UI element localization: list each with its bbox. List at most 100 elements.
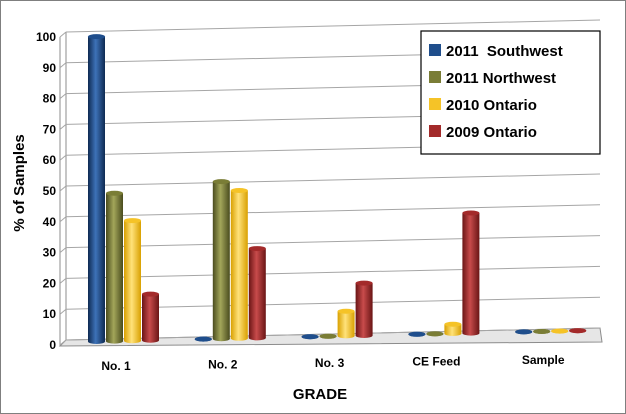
bar-body [355, 283, 373, 336]
y-tick-label: 20 [43, 276, 57, 290]
bar-top [194, 336, 212, 342]
gridline-depth [59, 124, 67, 130]
bar-body [88, 36, 105, 342]
bar-base [444, 330, 462, 336]
bar-body [142, 294, 159, 341]
bar-top [106, 190, 123, 196]
gridline-depth [59, 216, 67, 223]
gridline [65, 265, 601, 279]
gridline-depth [59, 308, 67, 315]
bar-body [462, 212, 480, 334]
legend-label: 2009 Ontario [446, 124, 537, 141]
bar-top [462, 210, 480, 216]
bar-base [230, 335, 248, 341]
bar-body [212, 181, 230, 339]
y-tick-label: 70 [43, 122, 57, 136]
bar-base [248, 335, 266, 341]
bar-top [569, 328, 587, 334]
y-tick-label: 60 [43, 153, 57, 167]
bar-top [408, 331, 426, 337]
bar-body [230, 190, 248, 339]
x-category-label: No. 3 [315, 356, 345, 370]
y-tick-label: 40 [43, 215, 57, 229]
y-tick-label: 50 [43, 184, 57, 198]
x-category-label: CE Feed [412, 355, 460, 369]
bar-body [444, 324, 462, 334]
bar-base [106, 338, 123, 344]
bar [426, 331, 444, 337]
bar [533, 329, 551, 335]
x-category-label: No. 1 [101, 359, 131, 373]
gridline-depth [59, 93, 67, 99]
gridline [65, 204, 601, 218]
bar [569, 328, 587, 334]
bar [248, 246, 266, 341]
legend: 2011 Southwest 2011 Northwest 2010 Ontario… [420, 30, 601, 155]
bar-top [444, 321, 462, 327]
bar-base [355, 332, 373, 338]
bar [551, 328, 569, 334]
bar-body [248, 248, 266, 338]
gridline-depth [59, 339, 67, 346]
bar-body [124, 220, 141, 341]
gridline-depth [59, 154, 67, 161]
y-axis-ticks: 0 10 20 30 40 50 60 70 80 90 100 [36, 30, 56, 352]
gridline [65, 173, 601, 187]
bar [212, 179, 230, 342]
bar-top [230, 187, 248, 193]
gridline-depth [59, 247, 67, 253]
legend-box [420, 30, 601, 155]
bar [230, 187, 248, 341]
bar-body [106, 193, 123, 342]
y-tick-label: 80 [43, 92, 57, 106]
bar-top [551, 328, 569, 334]
bar-base [212, 336, 230, 342]
legend-label: 2010 Ontario [446, 97, 537, 114]
y-tick-label: 0 [49, 338, 56, 352]
bar-top [88, 34, 105, 40]
bar-base [88, 339, 105, 345]
bar [515, 329, 533, 335]
bar [337, 308, 355, 339]
bar-top [355, 280, 373, 286]
gridline-depth [59, 278, 67, 284]
bar [88, 34, 105, 345]
y-tick-label: 90 [43, 61, 57, 75]
gridline-depth [59, 62, 67, 69]
bar [194, 336, 212, 342]
x-category-label: Sample [522, 353, 565, 367]
bar-top [426, 331, 444, 337]
bar [408, 331, 426, 337]
bar-top [124, 218, 141, 224]
bar [124, 218, 141, 344]
y-tick-label: 30 [43, 246, 57, 260]
bar-top [212, 179, 230, 185]
legend-swatch [429, 44, 441, 56]
bar-base [337, 333, 355, 339]
bar [462, 210, 480, 336]
gridline [65, 235, 601, 249]
bar-base [462, 330, 480, 336]
x-category-label: No. 2 [208, 358, 238, 372]
gridline-depth [59, 185, 67, 192]
bar [319, 333, 337, 339]
y-tick-label: 10 [43, 307, 57, 321]
bar-top [515, 329, 533, 335]
bar-top [142, 291, 159, 297]
x-axis-categories: No. 1 No. 2 No. 3 CE Feed Sample [101, 353, 565, 373]
bar-body [337, 311, 355, 336]
bar [106, 190, 123, 344]
bar-top [301, 334, 319, 340]
bar-top [319, 333, 337, 339]
bar [355, 280, 373, 338]
bars [88, 34, 587, 345]
legend-label: 2011 Northwest [446, 70, 556, 87]
bar-base [142, 337, 159, 343]
y-axis-title: % of Samples [11, 134, 28, 232]
bar-base [124, 338, 141, 344]
bar [142, 291, 159, 343]
bar-top [533, 329, 551, 335]
gridline-depth [59, 31, 67, 38]
y-tick-label: 100 [36, 30, 56, 44]
